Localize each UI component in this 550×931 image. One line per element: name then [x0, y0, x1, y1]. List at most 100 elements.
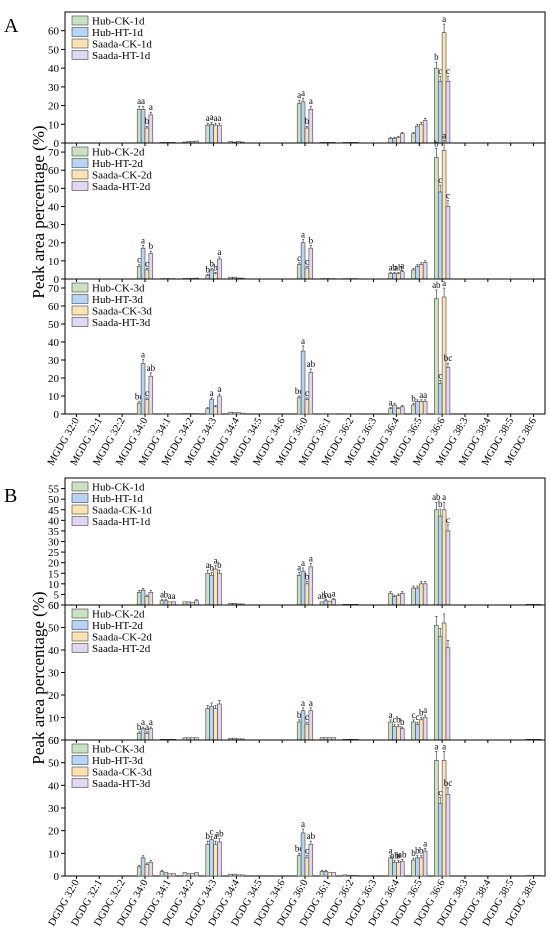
significance-label: b [324, 590, 329, 600]
bar [205, 843, 210, 877]
bar [396, 137, 401, 144]
significance-label: a [301, 698, 305, 708]
significance-label: a [206, 560, 210, 570]
bar [323, 600, 329, 606]
bar [300, 350, 306, 415]
legend-swatch [71, 778, 89, 788]
significance-label: ab [307, 359, 316, 369]
bar [182, 872, 188, 877]
significance-label: a [168, 591, 172, 601]
bar [411, 404, 416, 415]
significance-label: c [210, 826, 214, 836]
significance-label: a [389, 262, 393, 272]
bar [304, 127, 310, 144]
bar [144, 399, 150, 415]
y-tick-label: 30 [48, 355, 60, 367]
legend-swatch [71, 282, 89, 293]
bar [148, 114, 154, 144]
bar [415, 266, 420, 280]
y-tick-label: 55 [48, 484, 60, 496]
bar [415, 401, 420, 415]
significance-label: b [213, 262, 218, 272]
legend-swatch [71, 643, 89, 653]
legend-label: Hub-CK-3d [92, 283, 145, 295]
significance-label: a [442, 14, 446, 24]
bar [163, 872, 169, 877]
significance-label: a [389, 846, 393, 856]
legend-label: Hub-HT-2d [92, 158, 143, 170]
bar [434, 760, 439, 877]
bar [400, 860, 405, 877]
significance-label: ab [390, 851, 399, 861]
bar [445, 647, 451, 741]
bar [418, 583, 424, 606]
significance-label: bc [295, 386, 304, 396]
y-tick-label: 45 [48, 505, 60, 517]
y-tick-label: 50 [48, 44, 60, 56]
panel-label-a: A [4, 15, 19, 37]
significance-label: b [305, 116, 310, 126]
bar [171, 873, 176, 877]
significance-label: a [301, 88, 305, 98]
bar [296, 103, 302, 144]
bar [148, 253, 154, 280]
bar [445, 530, 451, 606]
bar [140, 857, 146, 877]
y-tick-label: 60 [48, 165, 60, 177]
bar [296, 397, 302, 415]
significance-label: ab [398, 849, 407, 859]
bar [388, 721, 393, 741]
bar [388, 138, 393, 144]
bar [163, 600, 169, 606]
y-tick-label: 0 [54, 600, 60, 612]
legend-label: Saada-HT-3d [92, 317, 151, 329]
bar [396, 726, 401, 741]
y-tick-label: 50 [48, 319, 60, 331]
legend-label: Hub-CK-1d [92, 482, 145, 494]
bar [209, 123, 214, 144]
y-tick-label: 50 [48, 623, 60, 635]
bar [434, 624, 439, 741]
bar [205, 124, 210, 144]
legend-label: Saada-CK-2d [92, 170, 152, 182]
legend-label: Hub-CK-3d [92, 744, 145, 756]
legend-swatch [71, 317, 89, 327]
bar [422, 120, 428, 144]
significance-label: c [438, 371, 442, 381]
bar [392, 726, 397, 741]
y-tick-label: 15 [48, 568, 60, 580]
bar [209, 839, 214, 877]
y-tick-label: 10 [48, 119, 60, 131]
bar [194, 872, 199, 877]
significance-label: a [442, 278, 446, 288]
legend-swatch [71, 27, 89, 37]
bar [437, 383, 443, 415]
legend-swatch [71, 38, 89, 49]
significance-label: c [145, 388, 149, 398]
bar [400, 133, 405, 144]
significance-label: c [446, 191, 450, 201]
bar [308, 843, 314, 877]
bar [418, 123, 424, 144]
bar [194, 413, 199, 415]
bar [213, 843, 218, 877]
bar [392, 273, 397, 280]
bar [354, 875, 359, 877]
bar [296, 264, 302, 280]
legend-swatch [71, 493, 89, 503]
significance-label: ab [147, 363, 156, 373]
legend-label: Saada-CK-1d [92, 39, 152, 51]
y-tick-label: 60 [48, 301, 60, 313]
bar [411, 721, 416, 741]
bar [392, 138, 397, 144]
bar [190, 413, 195, 415]
bar [205, 408, 210, 415]
significance-label: a [434, 741, 438, 751]
bar [190, 873, 195, 877]
legend-label: Hub-HT-3d [92, 755, 143, 767]
bar [209, 399, 214, 415]
bar [308, 247, 314, 280]
